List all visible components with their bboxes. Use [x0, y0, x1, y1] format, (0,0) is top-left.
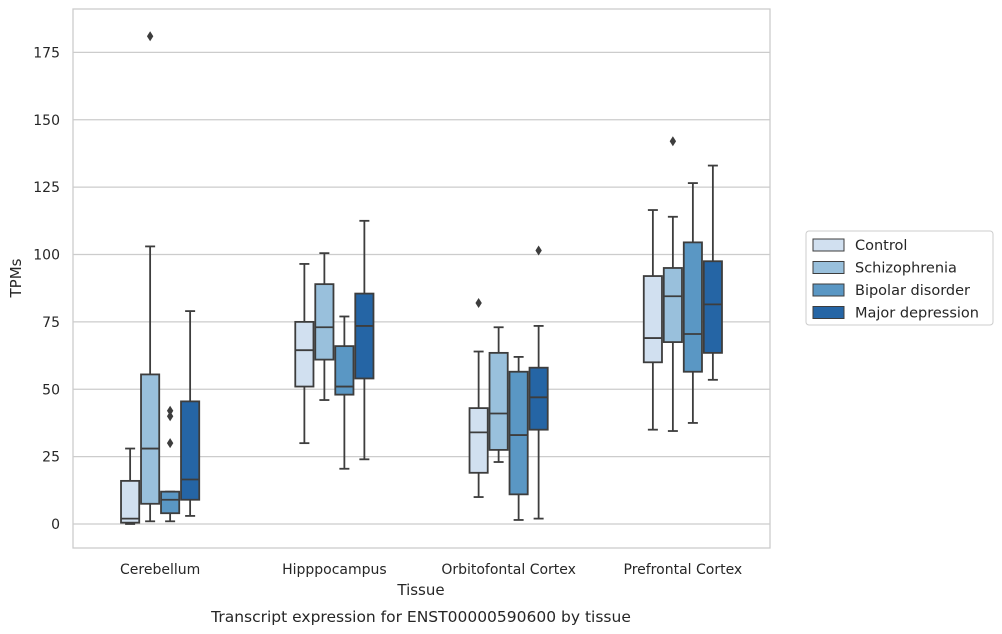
- legend-label: Schizophrenia: [855, 261, 957, 277]
- box-iqr: [702, 260, 723, 354]
- box-bipolar-disorder-1: [160, 405, 181, 523]
- legend-label: Major depression: [855, 306, 979, 322]
- box-schizophrenia-1: [140, 31, 161, 523]
- box-major-depression-3: [528, 245, 549, 520]
- outlier-point: [669, 136, 677, 147]
- box-iqr: [682, 241, 703, 373]
- box-iqr: [334, 345, 355, 396]
- legend-frame: [805, 230, 994, 326]
- legend-swatch: [812, 306, 845, 319]
- y-tick-label: 25: [42, 450, 60, 466]
- box-iqr: [160, 490, 181, 515]
- legend-swatch: [812, 283, 845, 297]
- box-iqr: [180, 400, 201, 501]
- box-schizophrenia-4: [662, 136, 683, 432]
- x-tick-label: Cerebellum: [120, 562, 200, 578]
- box-iqr: [354, 292, 375, 380]
- box-bipolar-disorder-2: [334, 315, 355, 470]
- box-iqr: [488, 351, 509, 451]
- y-tick-label: 175: [33, 45, 60, 61]
- box-control-3: [468, 298, 489, 498]
- y-tick-label: 50: [42, 382, 60, 398]
- legend-swatch: [812, 238, 845, 252]
- box-schizophrenia-2: [314, 252, 335, 401]
- x-tick-label: Prefrontal Cortex: [624, 562, 743, 578]
- plot-area-frame: [72, 8, 771, 549]
- outlier-point: [146, 31, 154, 42]
- y-tick-label: 125: [33, 180, 60, 196]
- box-iqr: [120, 479, 141, 524]
- x-tick-label: Orbitofontal Cortex: [441, 562, 576, 578]
- y-tick-label: 75: [42, 315, 60, 331]
- outlier-point: [166, 438, 174, 449]
- y-tick-label: 100: [33, 248, 60, 264]
- box-bipolar-disorder-4: [682, 182, 703, 424]
- box-control-1: [120, 447, 141, 525]
- box-schizophrenia-3: [488, 326, 509, 463]
- outlier-point: [166, 405, 174, 416]
- x-tick-labels: Cerebellum Hipppocampus Orbitofontal Corte…: [120, 562, 742, 578]
- box-iqr: [642, 275, 663, 364]
- box-control-2: [294, 263, 315, 445]
- outlier-point: [475, 298, 482, 309]
- x-axis-title: Tissue: [396, 581, 444, 599]
- x-tick-label: Hipppocampus: [282, 562, 387, 578]
- box-iqr: [294, 320, 315, 388]
- y-axis-title: TPMs: [7, 258, 25, 298]
- box-layer: [120, 31, 723, 525]
- box-iqr: [528, 366, 549, 431]
- box-iqr: [662, 267, 683, 343]
- outlier-point: [535, 245, 542, 256]
- figure-caption: Transcript expression for ENST0000059060…: [210, 608, 631, 626]
- y-tick-label: 0: [51, 517, 60, 533]
- y-tick-label: 150: [33, 113, 60, 129]
- legend: Control Schizophrenia Bipolar disorder Majo…: [805, 230, 994, 326]
- box-iqr: [314, 283, 335, 361]
- legend-label: Control: [855, 238, 907, 254]
- outlier-point: [166, 411, 174, 422]
- box-iqr: [140, 373, 161, 505]
- legend-label: Bipolar disorder: [855, 283, 970, 299]
- box-iqr: [508, 370, 529, 496]
- box-iqr: [468, 407, 489, 474]
- box-major-depression-1: [180, 310, 201, 517]
- box-control-4: [642, 209, 663, 431]
- box-major-depression-2: [354, 219, 375, 461]
- y-tick-labels: 0 25 50 75 100 125 150 175: [33, 45, 60, 533]
- box-major-depression-4: [702, 164, 723, 381]
- box-bipolar-disorder-3: [508, 356, 529, 521]
- legend-swatch: [812, 261, 845, 274]
